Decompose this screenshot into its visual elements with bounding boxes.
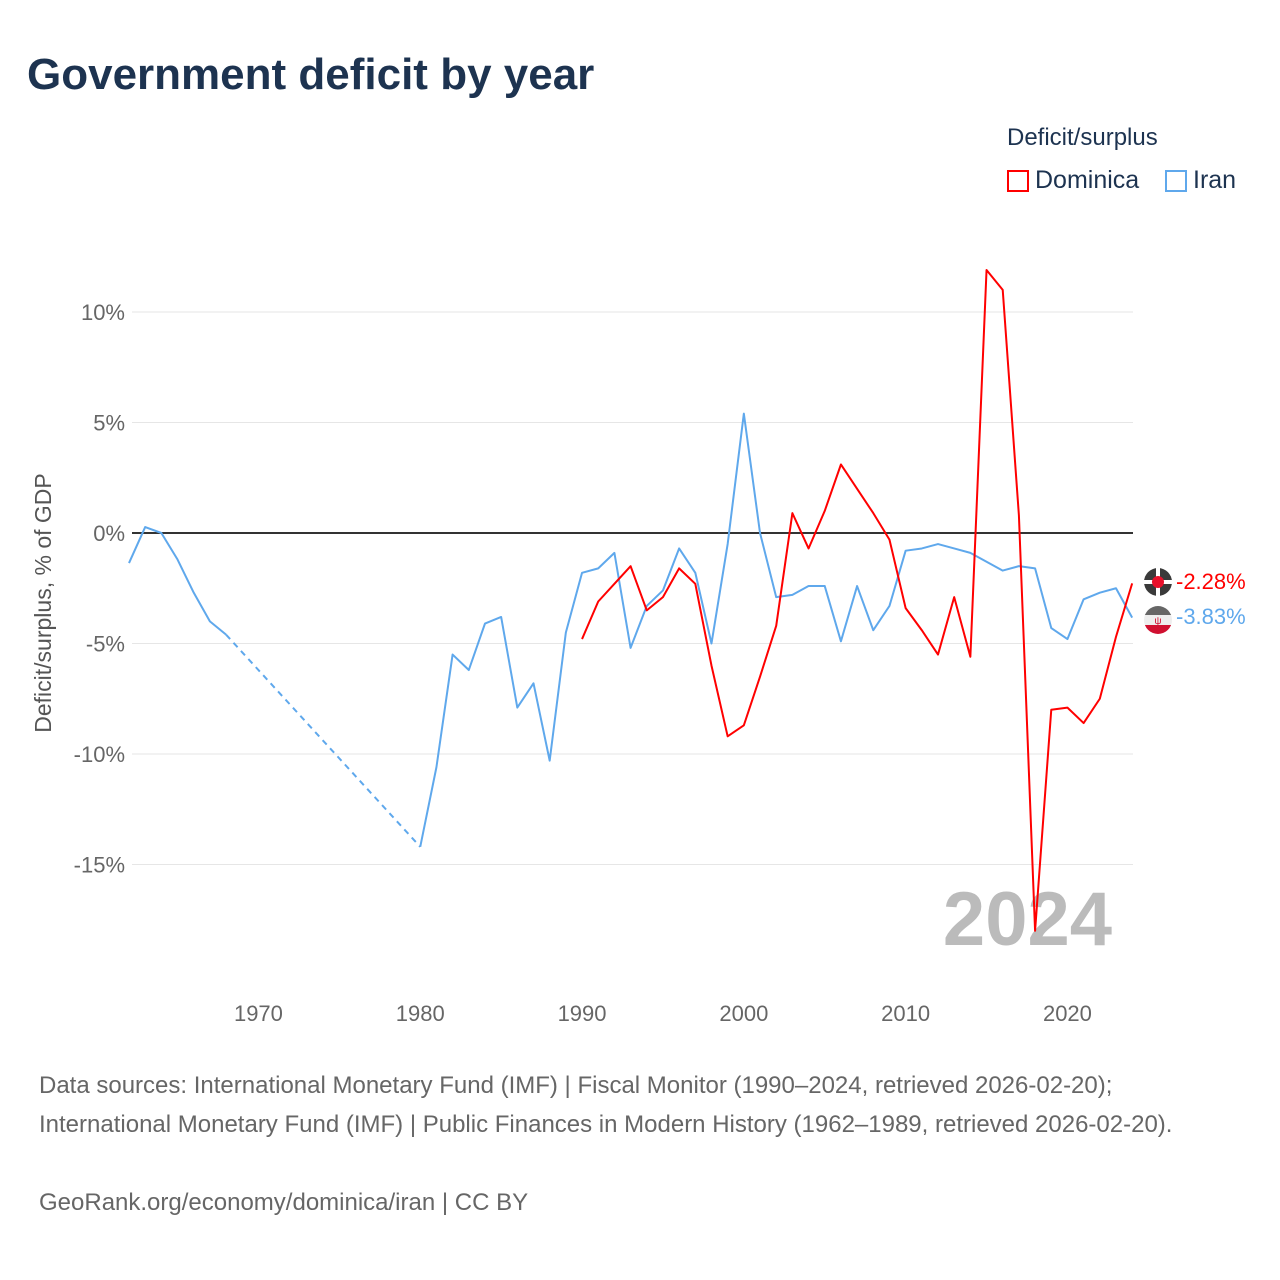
series-line-dominica [581,269,1134,932]
legend-item-iran[interactable]: Iran [1165,166,1236,195]
credit-link[interactable]: GeoRank.org/economy/dominica/iran | CC B… [39,1189,529,1216]
svg-text:ψ: ψ [1154,616,1161,627]
flag-iran-icon: ψ [1144,606,1172,634]
x-tick-label: 2000 [719,1001,768,1026]
legend-swatch-dominica [1007,169,1029,192]
y-axis-label: Deficit/surplus, % of GDP [30,473,56,732]
y-tick-label: -5% [86,632,125,657]
chart-title: Government deficit by year [27,50,595,99]
legend-item-dominica[interactable]: Dominica [1007,166,1139,195]
x-tick-label: 2020 [1043,1001,1092,1026]
legend-label-iran: Iran [1193,166,1237,194]
end-label-dominica: -2.28% [1176,569,1246,594]
legend-swatch-iran [1165,169,1187,192]
line-chart: 10% 5% 0% -5% -10% -15% 1970 1980 1990 2000 2010 20… [30,269,1246,1026]
watermark-year: 2024 [943,877,1112,962]
y-tick-label: 0% [93,521,125,546]
data-sources: Data sources: International Monetary Fun… [39,1072,1173,1138]
series-gap-iran [225,633,421,848]
y-tick-label: -15% [74,853,125,878]
x-tick-label: 1980 [396,1001,445,1026]
x-tick-label: 1970 [234,1001,283,1026]
x-tick-label: 2010 [881,1001,930,1026]
y-tick-label: 5% [93,411,125,436]
legend-title: Deficit/surplus [1007,124,1158,151]
legend-label-dominica: Dominica [1035,166,1140,194]
series-line-iran [419,412,1134,848]
y-tick-label: 10% [81,300,125,325]
y-tick-label: -10% [74,742,125,767]
series-line-iran [128,526,227,636]
flag-dominica-icon [1144,568,1172,596]
end-label-iran: -3.83% [1176,604,1246,629]
x-tick-label: 1990 [558,1001,607,1026]
